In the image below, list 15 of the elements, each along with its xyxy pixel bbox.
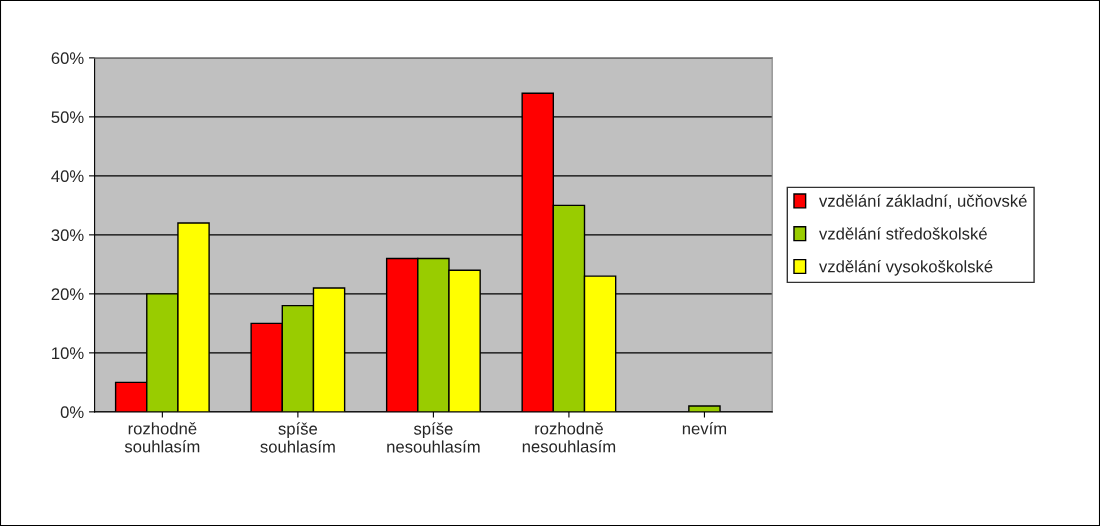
y-tick-label: 0% <box>60 406 84 419</box>
x-tick-label: nevím <box>682 422 727 435</box>
x-tick-label: rozhodně nesouhlasím <box>522 422 616 453</box>
y-tick-label: 40% <box>51 170 84 183</box>
y-tick-label: 60% <box>51 52 84 65</box>
legend-label: vzdělání vysokoškolské <box>819 259 993 276</box>
legend-label: vzdělání středoškolské <box>819 227 987 240</box>
x-tick-label: spíše nesouhlasím <box>387 422 480 453</box>
x-tick-label: rozhodně souhlasím <box>124 422 200 453</box>
y-tick-label: 50% <box>51 111 84 124</box>
legend-label: vzdělání základní, učňovské <box>819 194 1027 209</box>
y-tick-label: 30% <box>51 229 84 242</box>
y-tick-label: 10% <box>52 347 84 360</box>
x-tick-label: spíše souhlasím <box>260 422 335 453</box>
y-tick-label: 20% <box>51 288 84 301</box>
